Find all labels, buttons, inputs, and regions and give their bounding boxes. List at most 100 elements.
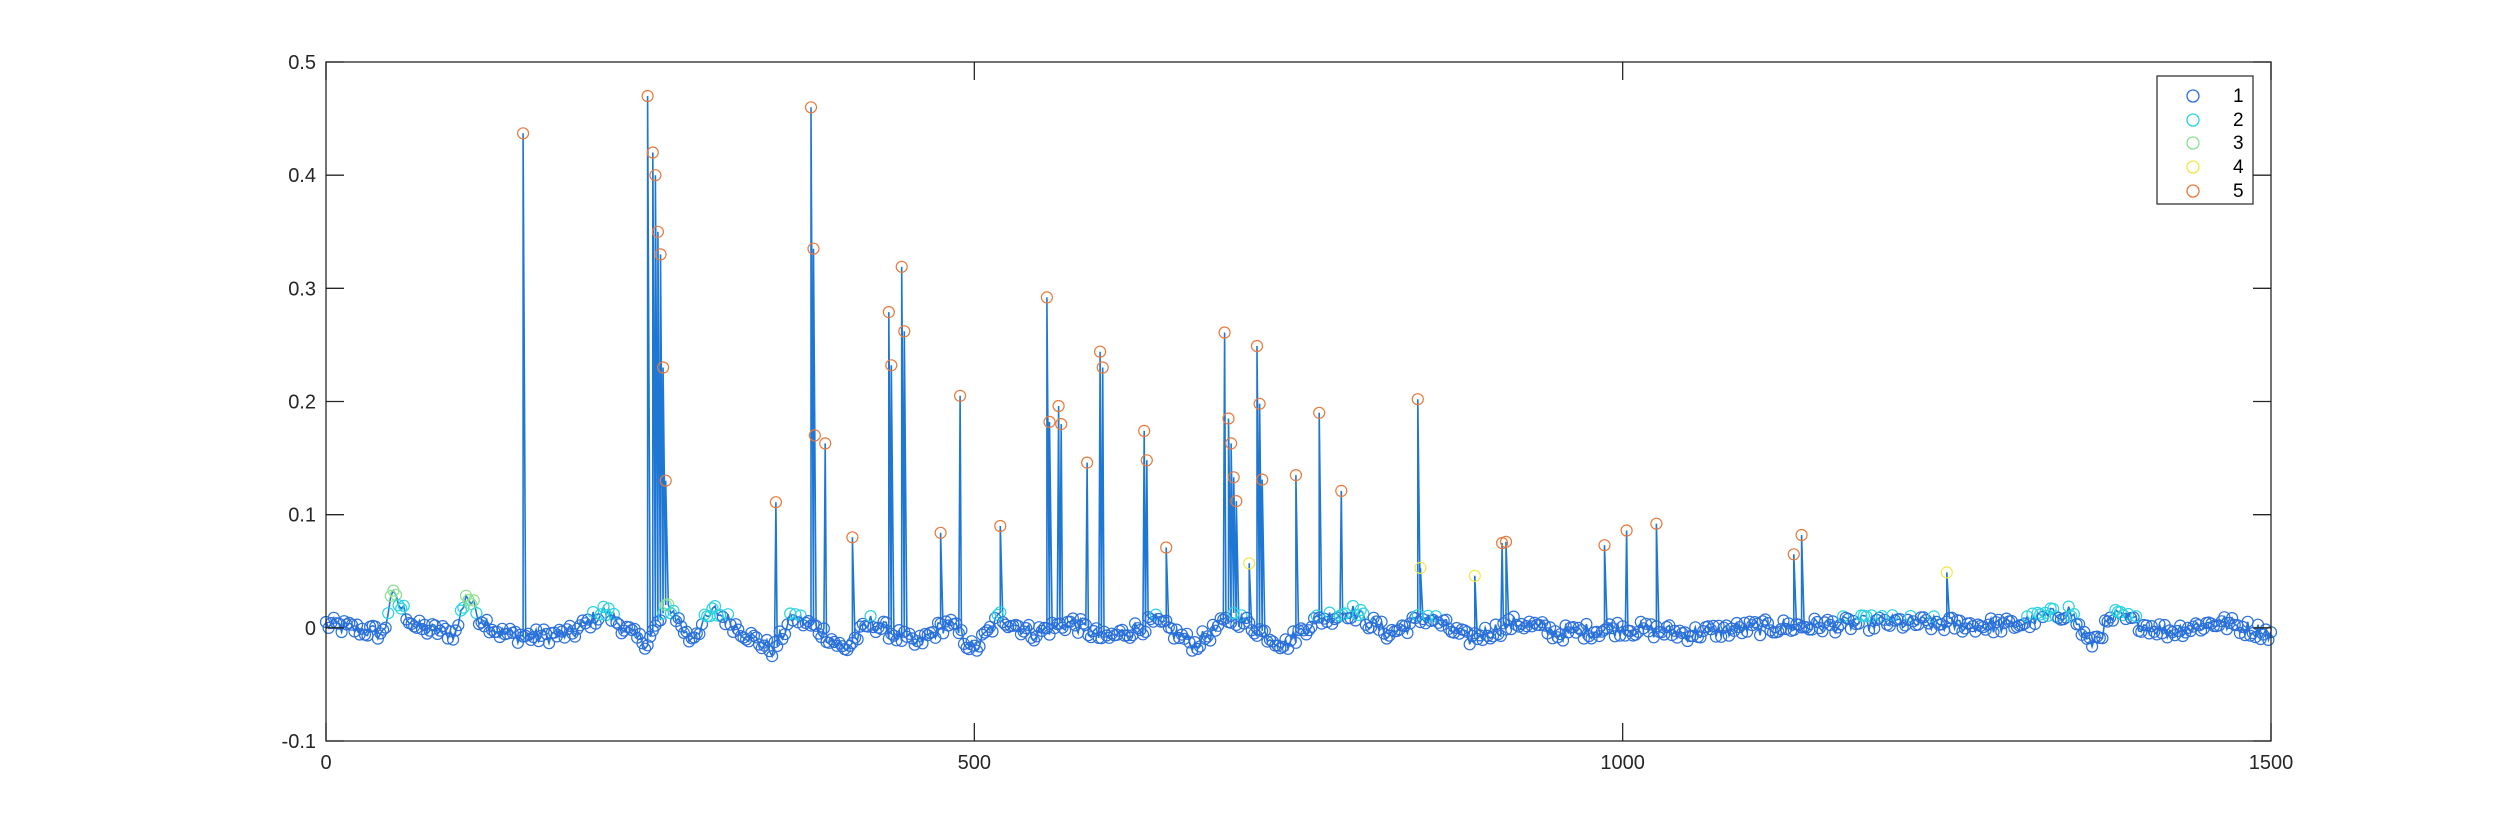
data-point: [1180, 627, 1194, 640]
data-point: [1868, 622, 1881, 635]
data-point: [911, 635, 924, 648]
data-point: [942, 619, 955, 632]
data-point: [747, 629, 761, 642]
data-point: [1499, 535, 1513, 548]
data-point: [1289, 636, 1303, 649]
data-point: [483, 626, 496, 639]
data-point: [2057, 613, 2070, 626]
data-point: [338, 615, 351, 628]
data-point: [2140, 619, 2153, 632]
legend: 1 2 3 4 5: [2156, 75, 2254, 205]
data-point: [1432, 616, 1445, 629]
data-point: [1066, 612, 1080, 625]
data-point: [1020, 621, 1033, 635]
data-point: [851, 633, 864, 646]
data-point: [789, 608, 802, 621]
data-point: [708, 599, 722, 613]
data-point: [467, 594, 480, 607]
data-point: [1230, 495, 1243, 508]
data-point: [1414, 561, 1427, 575]
legend-label: 2: [2233, 110, 2244, 131]
data-point: [656, 361, 670, 374]
data-point: [714, 608, 727, 622]
data-point: [769, 496, 783, 509]
legend-label: 4: [2233, 157, 2244, 178]
data-point: [644, 630, 657, 643]
data-point: [568, 630, 582, 643]
data-point: [765, 649, 779, 663]
data-point: [1335, 484, 1348, 497]
data-point: [1346, 599, 1360, 613]
data-point: [2220, 623, 2233, 636]
y-tick-label: 0.2: [288, 392, 316, 414]
data-point: [454, 604, 467, 617]
data-point: [1995, 625, 2008, 638]
data-point: [1554, 628, 1567, 641]
data-point: [1261, 635, 1274, 648]
data-point: [1600, 621, 1614, 635]
data-point: [1738, 616, 1751, 629]
data-point: [807, 242, 820, 255]
data-point: [1138, 424, 1151, 437]
data-point: [563, 619, 576, 633]
data-point: [382, 607, 395, 620]
data-point: [651, 225, 665, 238]
data-point: [576, 614, 589, 627]
legend-entry: 3: [2186, 133, 2244, 154]
data-point: [410, 621, 423, 634]
data-point: [1052, 399, 1065, 413]
data-point: [1831, 621, 1845, 634]
data-point: [2143, 627, 2156, 640]
data-point: [760, 633, 774, 647]
data-point: [1603, 618, 1616, 631]
data-point: [1650, 517, 1663, 530]
data-point: [1686, 629, 1699, 643]
data-point: [953, 389, 967, 402]
data-point: [729, 618, 742, 631]
data-point: [808, 429, 821, 442]
data-point: [1253, 397, 1266, 410]
legend-marker-circle-icon: [2186, 136, 2200, 150]
data-point: [828, 635, 841, 649]
data-point: [610, 616, 623, 629]
data-point: [2130, 610, 2143, 623]
data-point: [1753, 629, 1767, 642]
data-point: [465, 598, 478, 611]
data-point: [934, 526, 947, 539]
data-point: [2153, 618, 2166, 631]
data-point: [1284, 634, 1297, 647]
data-point: [1191, 642, 1204, 656]
data-point: [1746, 619, 1759, 632]
data-point: [885, 359, 898, 372]
x-tick-label: 1500: [2249, 752, 2294, 774]
data-point: [654, 614, 667, 627]
data-point: [2127, 611, 2140, 624]
data-point: [1862, 624, 1876, 637]
y-tick-label: 0.5: [288, 52, 316, 74]
data-point: [1250, 339, 1264, 353]
data-point: [1320, 615, 1334, 629]
data-point: [1673, 624, 1686, 637]
data-point: [994, 519, 1007, 533]
data-point: [1237, 617, 1251, 630]
data-point: [646, 146, 659, 159]
data-point: [1694, 631, 1707, 644]
data-point: [1206, 618, 1220, 632]
data-point: [1302, 624, 1316, 637]
data-point: [1243, 557, 1256, 570]
data-point: [2096, 632, 2109, 645]
data-point: [1253, 623, 1266, 636]
legend-label: 1: [2233, 86, 2244, 107]
data-point: [1816, 625, 1829, 638]
data-point: [524, 633, 538, 647]
data-point: [1450, 621, 1463, 635]
data-point: [1276, 640, 1290, 653]
data-point: [1756, 615, 1769, 628]
data-point: [1715, 630, 1728, 643]
data-point: [1354, 603, 1367, 617]
data-point: [1375, 615, 1388, 628]
data-point: [594, 608, 608, 621]
data-point: [955, 624, 968, 637]
data-point: [623, 621, 636, 634]
data-point: [819, 437, 832, 450]
